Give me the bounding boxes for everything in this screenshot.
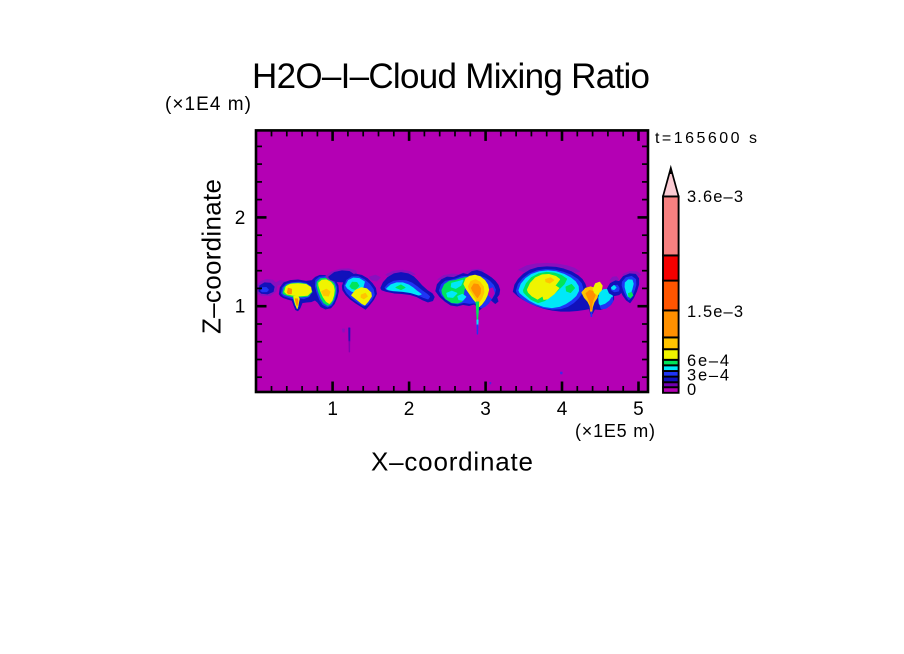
svg-text:H2O–I–Cloud Mixing Ratio: H2O–I–Cloud Mixing Ratio [252,57,650,96]
svg-text:2: 2 [235,208,246,229]
svg-text:(×1E5 m): (×1E5 m) [575,421,655,441]
svg-text:1: 1 [235,297,246,318]
svg-text:4: 4 [557,399,568,420]
svg-text:3.6e–3: 3.6e–3 [687,188,743,206]
svg-text:2: 2 [404,399,415,420]
svg-text:X–coordinate: X–coordinate [371,447,533,477]
svg-text:5: 5 [633,399,644,420]
svg-text:0: 0 [687,381,696,399]
svg-text:1: 1 [327,399,338,420]
svg-text:Z–coordinate: Z–coordinate [197,179,227,334]
svg-text:1.5e–3: 1.5e–3 [687,303,743,321]
svg-text:3: 3 [480,399,491,420]
svg-text:(×1E4 m): (×1E4 m) [165,94,251,115]
